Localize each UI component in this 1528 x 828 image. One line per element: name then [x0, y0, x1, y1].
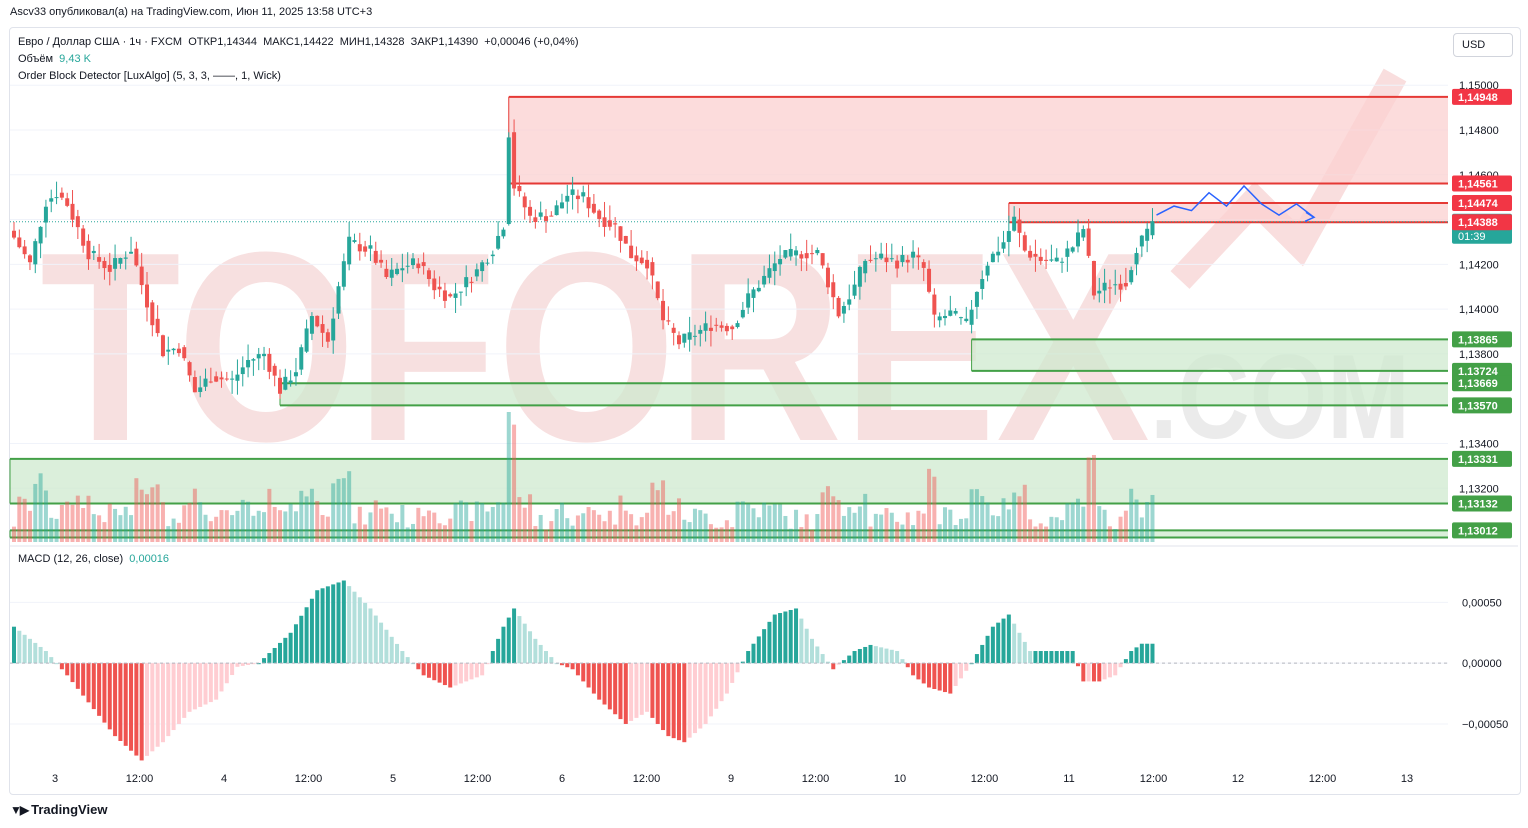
chart-frame [9, 27, 1521, 795]
indicator-legend[interactable]: Order Block Detector [LuxAlgo] (5, 3, 3,… [18, 70, 281, 82]
macd-label: MACD (12, 26, close) [18, 553, 124, 565]
footer-brand: TradingView [31, 802, 108, 817]
macd-legend[interactable]: MACD (12, 26, close) 0,00016 [18, 553, 169, 565]
volume-legend[interactable]: Объём 9,43 K [18, 53, 91, 65]
macd-value: 0,00016 [129, 553, 170, 565]
close-value: ЗАКР1,14390 [410, 36, 479, 48]
low-value: МИН1,14328 [339, 36, 405, 48]
currency-button[interactable]: USD [1453, 33, 1513, 57]
change-value: +0,00046 (+0,04%) [484, 36, 579, 48]
volume-value: 9,43 K [59, 53, 91, 65]
tradingview-logo-icon: ▼▶ [10, 802, 29, 817]
open-value: ОТКР1,14344 [188, 36, 258, 48]
published-by: Ascv33 опубликовал(а) на TradingView.com… [10, 6, 373, 18]
tradingview-footer[interactable]: ▼▶ TradingView [10, 802, 107, 817]
symbol-legend: Евро / Доллар США · 1ч · FXCM ОТКР1,1434… [18, 36, 578, 48]
symbol-line[interactable]: Евро / Доллар США · 1ч · FXCM [18, 36, 183, 48]
high-value: МАКС1,14422 [263, 36, 334, 48]
volume-label: Объём [18, 53, 54, 65]
